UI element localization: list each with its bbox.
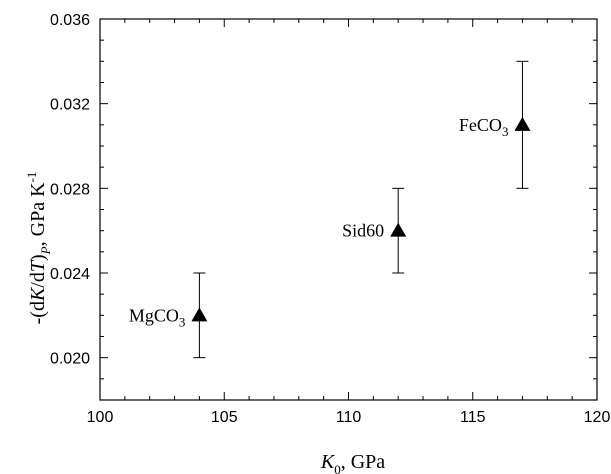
y-tick-label: 0.028	[50, 181, 90, 198]
triangle-marker	[390, 222, 407, 237]
x-tick-label: 105	[211, 409, 238, 426]
x-tick-label: 100	[87, 409, 114, 426]
y-tick-label: 0.036	[50, 12, 90, 29]
y-tick-label: 0.032	[50, 97, 90, 114]
point-label: MgCO3	[129, 305, 186, 329]
data-point: MgCO3	[129, 272, 208, 359]
y-axis-label: -(dK/dT)P, GPa K-1	[24, 172, 53, 325]
data-point: FeCO3	[459, 60, 531, 189]
point-label: Sid60	[342, 221, 384, 241]
triangle-marker	[191, 307, 208, 322]
data-points: MgCO3 Sid60 FeCO3	[129, 60, 531, 359]
x-axis-label: K0, GPa	[320, 451, 385, 474]
data-point: Sid60	[342, 187, 407, 274]
x-tick-label: 115	[460, 409, 486, 426]
triangle-marker	[514, 116, 531, 131]
y-tick-label: 0.020	[50, 351, 90, 368]
point-label: FeCO3	[459, 115, 509, 139]
x-tick-label: 120	[584, 409, 611, 426]
axis-ticks: 100 105 110 115 120 0.020 0.024 0.028 0.032 0.036	[50, 12, 610, 426]
y-tick-label: 0.024	[50, 266, 90, 283]
x-tick-label: 110	[336, 409, 362, 426]
